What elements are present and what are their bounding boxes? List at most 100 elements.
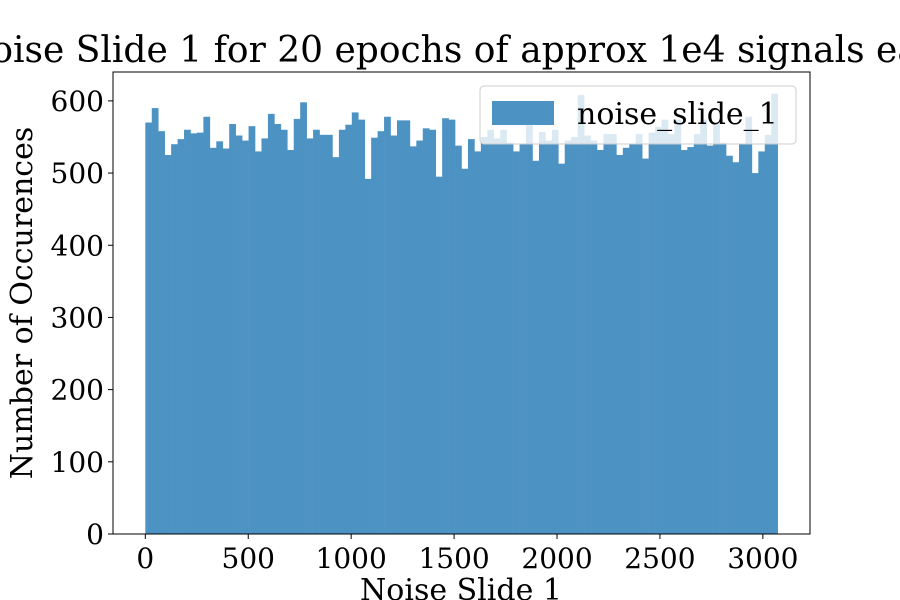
histogram-bar bbox=[764, 134, 772, 535]
x-axis-ticks: 0 500 1000 1500 2000 2500 3000 bbox=[136, 534, 798, 575]
histogram-bar bbox=[551, 129, 559, 534]
histogram-bar bbox=[300, 102, 307, 534]
histogram-bar bbox=[267, 113, 275, 535]
chart-title: Noise Slide 1 for 20 epochs of approx 1e… bbox=[0, 30, 900, 71]
x-tick-label: 500 bbox=[222, 542, 275, 575]
y-axis-label: Number of Occurences bbox=[5, 127, 40, 479]
histogram-bar bbox=[706, 145, 714, 534]
y-tick-label: 0 bbox=[86, 518, 104, 551]
histogram-bar bbox=[577, 95, 585, 534]
x-tick-label: 1000 bbox=[316, 542, 387, 575]
histogram-bar bbox=[506, 142, 514, 535]
histogram-bar bbox=[751, 173, 759, 534]
histogram-bar bbox=[416, 140, 424, 534]
histogram-bar bbox=[500, 129, 507, 534]
histogram-bar bbox=[532, 160, 540, 535]
histogram-bar bbox=[693, 134, 701, 534]
histogram-bar bbox=[513, 151, 520, 534]
histogram-bar bbox=[325, 134, 333, 535]
histogram-bars bbox=[145, 93, 778, 535]
histogram-bar bbox=[287, 149, 295, 534]
histogram-bar bbox=[680, 149, 688, 534]
histogram-bar bbox=[422, 128, 430, 534]
histogram-bar bbox=[616, 155, 624, 534]
histogram-bar bbox=[293, 118, 301, 535]
histogram-bar bbox=[655, 126, 662, 535]
histogram-bar bbox=[448, 119, 456, 534]
histogram-bar bbox=[571, 136, 578, 534]
y-axis-ticks: 0 100 200 300 400 500 600 bbox=[51, 85, 113, 551]
histogram-bar bbox=[332, 157, 340, 534]
histogram-bar bbox=[151, 108, 159, 534]
histogram-bar bbox=[229, 123, 236, 534]
histogram-bar bbox=[558, 163, 566, 534]
histogram-bar bbox=[377, 131, 385, 534]
histogram-bar bbox=[538, 131, 546, 535]
y-tick-label: 200 bbox=[51, 374, 104, 407]
histogram-bar bbox=[667, 134, 675, 534]
histogram-bar bbox=[635, 134, 643, 534]
histogram-bar bbox=[442, 118, 449, 534]
histogram-bar bbox=[590, 140, 598, 534]
histogram-bar bbox=[190, 133, 198, 535]
histogram-bar bbox=[209, 147, 217, 535]
histogram-bar bbox=[261, 138, 269, 534]
histogram-bar bbox=[603, 134, 611, 534]
histogram-bar bbox=[429, 129, 436, 534]
histogram-bar bbox=[358, 119, 366, 534]
histogram-bar bbox=[622, 147, 630, 535]
histogram-bar bbox=[222, 148, 230, 534]
histogram-bar bbox=[674, 119, 682, 534]
histogram-bar bbox=[384, 116, 391, 534]
histogram-bar bbox=[158, 131, 165, 534]
histogram-bar bbox=[145, 122, 153, 534]
histogram-bar bbox=[545, 140, 553, 534]
histogram-bar bbox=[480, 136, 488, 534]
histogram-bar bbox=[726, 155, 733, 535]
histogram-bar bbox=[609, 134, 617, 534]
histogram-bar bbox=[519, 144, 527, 534]
histogram-bar bbox=[184, 129, 191, 534]
histogram-bar bbox=[313, 129, 320, 534]
histogram-bar bbox=[319, 134, 327, 535]
histogram-bar bbox=[719, 142, 727, 535]
x-axis-label: Noise Slide 1 bbox=[360, 573, 562, 600]
x-tick-label: 1500 bbox=[418, 542, 489, 575]
histogram-bar bbox=[474, 151, 482, 534]
x-tick-label: 2000 bbox=[521, 542, 592, 575]
histogram-bar bbox=[351, 112, 359, 535]
legend-label-noise-slide-1: noise_slide_1 bbox=[577, 97, 778, 132]
legend: noise_slide_1 bbox=[479, 85, 797, 145]
histogram-bar bbox=[771, 93, 778, 534]
histogram-bar bbox=[648, 132, 656, 534]
histogram-bar bbox=[390, 135, 398, 534]
histogram-bar bbox=[642, 158, 649, 535]
histogram-bar bbox=[758, 151, 766, 534]
histogram-bar bbox=[306, 138, 314, 534]
histogram-bar bbox=[255, 151, 262, 534]
histogram-bar bbox=[435, 176, 443, 535]
histogram-bar bbox=[526, 125, 533, 535]
histogram-bar bbox=[196, 132, 204, 534]
histogram-bar bbox=[584, 135, 591, 534]
histogram-bar bbox=[396, 120, 404, 535]
histogram-bar bbox=[242, 140, 249, 534]
plot-frame bbox=[112, 71, 811, 535]
histogram-bar bbox=[700, 119, 707, 534]
histogram-bar bbox=[493, 138, 501, 534]
histogram-bar bbox=[687, 147, 695, 534]
y-tick-label: 300 bbox=[51, 301, 104, 334]
histogram-bar bbox=[409, 146, 417, 534]
histogram-bar bbox=[177, 139, 185, 534]
histogram-bar bbox=[564, 140, 572, 534]
y-tick-label: 500 bbox=[51, 157, 104, 190]
y-tick-label: 100 bbox=[51, 446, 104, 479]
legend-box bbox=[479, 85, 797, 145]
histogram-bar bbox=[280, 129, 288, 534]
histogram-bar bbox=[171, 144, 178, 534]
x-tick-label: 3000 bbox=[727, 542, 798, 575]
histogram-bar bbox=[713, 123, 720, 534]
histogram-bar bbox=[203, 116, 211, 534]
histogram-bar bbox=[487, 129, 495, 534]
x-tick-label: 0 bbox=[136, 542, 154, 575]
